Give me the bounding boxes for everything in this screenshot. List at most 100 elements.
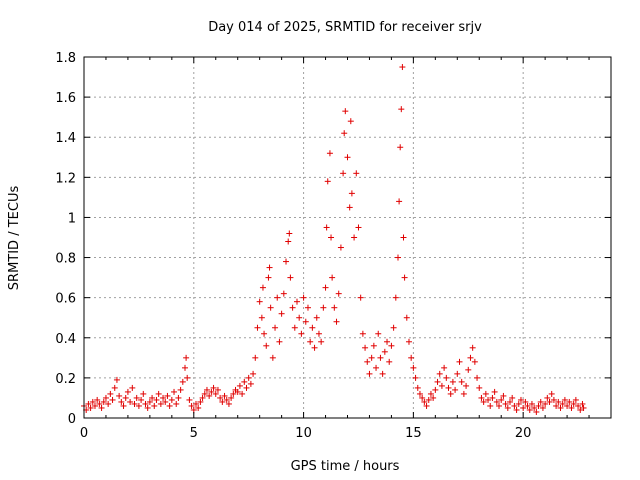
y-tick-label: 1.4 xyxy=(55,131,76,146)
data-point xyxy=(177,386,184,393)
data-point xyxy=(203,386,210,393)
y-axis-label: SRMTID / TECUs xyxy=(7,186,22,291)
data-point xyxy=(520,404,527,411)
data-point xyxy=(135,402,142,409)
data-point xyxy=(359,330,366,337)
data-point xyxy=(381,348,388,355)
data-point xyxy=(403,314,410,321)
data-point xyxy=(546,398,553,405)
data-point xyxy=(133,394,140,401)
data-point xyxy=(377,354,384,361)
data-point xyxy=(434,378,441,385)
data-point xyxy=(452,386,459,393)
data-point xyxy=(131,400,138,407)
data-point xyxy=(140,390,147,397)
data-point xyxy=(256,298,263,305)
data-point xyxy=(96,400,103,407)
data-point xyxy=(478,394,485,401)
data-point xyxy=(401,274,408,281)
data-point xyxy=(559,400,566,407)
data-point xyxy=(487,402,494,409)
chart-title: Day 014 of 2025, SRMTID for receiver srj… xyxy=(208,20,482,35)
data-point xyxy=(482,390,489,397)
data-point xyxy=(183,354,190,361)
data-point xyxy=(234,388,241,395)
data-point xyxy=(266,264,273,271)
y-tick-label: 0.8 xyxy=(55,252,76,267)
data-point xyxy=(164,392,171,399)
data-point xyxy=(293,298,300,305)
data-point xyxy=(286,230,293,237)
data-point xyxy=(120,402,127,409)
data-point xyxy=(362,344,369,351)
data-point xyxy=(337,244,344,251)
data-point xyxy=(241,378,248,385)
data-point xyxy=(364,358,371,365)
data-point xyxy=(509,394,516,401)
data-point xyxy=(375,330,382,337)
data-point xyxy=(315,330,322,337)
y-tick-label: 1 xyxy=(68,211,76,226)
data-point xyxy=(416,390,423,397)
data-point xyxy=(274,294,281,301)
axis-ticks: 0 0.2 0.4 0.6 0.8 1 1.2 1.4 1.6 1.8 0 5 10 15 20 xyxy=(55,51,611,441)
x-tick-label: 5 xyxy=(190,426,198,441)
data-point xyxy=(566,398,573,405)
data-point xyxy=(524,402,531,409)
data-point xyxy=(153,396,160,403)
data-point xyxy=(390,324,397,331)
data-point xyxy=(324,178,331,185)
data-point xyxy=(269,354,276,361)
data-point xyxy=(245,374,252,381)
data-point xyxy=(113,376,120,383)
data-point xyxy=(243,384,250,391)
data-point xyxy=(557,404,564,411)
y-tick-label: 0.2 xyxy=(55,372,76,387)
data-point xyxy=(313,314,320,321)
data-point xyxy=(347,118,354,125)
data-point xyxy=(267,304,274,311)
data-point xyxy=(309,324,316,331)
data-point xyxy=(480,398,487,405)
data-point xyxy=(190,406,197,413)
data-point xyxy=(568,404,575,411)
data-point xyxy=(535,402,542,409)
data-point xyxy=(449,378,456,385)
y-tick-label: 1.8 xyxy=(55,51,76,66)
data-point xyxy=(553,402,560,409)
grid-lines xyxy=(84,57,611,418)
data-point xyxy=(105,400,112,407)
data-point xyxy=(291,324,298,331)
data-point xyxy=(542,400,549,407)
data-point xyxy=(89,398,96,405)
data-point xyxy=(239,390,246,397)
data-point xyxy=(414,384,421,391)
data-point xyxy=(544,394,551,401)
data-point xyxy=(228,394,235,401)
data-point xyxy=(302,318,309,325)
data-point xyxy=(346,204,353,211)
data-point xyxy=(184,374,191,381)
data-point xyxy=(214,386,221,393)
x-tick-label: 10 xyxy=(295,426,312,441)
data-point xyxy=(87,404,94,411)
data-point xyxy=(405,338,412,345)
data-point xyxy=(502,400,509,407)
data-point xyxy=(427,390,434,397)
data-point xyxy=(342,108,349,115)
data-point xyxy=(531,404,538,411)
data-point xyxy=(160,394,167,401)
y-tick-label: 0.4 xyxy=(55,332,76,347)
data-point xyxy=(355,224,362,231)
data-point xyxy=(579,400,586,407)
data-point xyxy=(533,408,540,415)
data-point xyxy=(504,404,511,411)
data-point xyxy=(328,234,335,241)
data-point xyxy=(138,396,145,403)
data-point xyxy=(467,354,474,361)
data-point xyxy=(201,390,208,397)
data-point xyxy=(412,374,419,381)
data-point xyxy=(465,366,472,373)
data-point xyxy=(506,398,513,405)
data-point xyxy=(175,394,182,401)
